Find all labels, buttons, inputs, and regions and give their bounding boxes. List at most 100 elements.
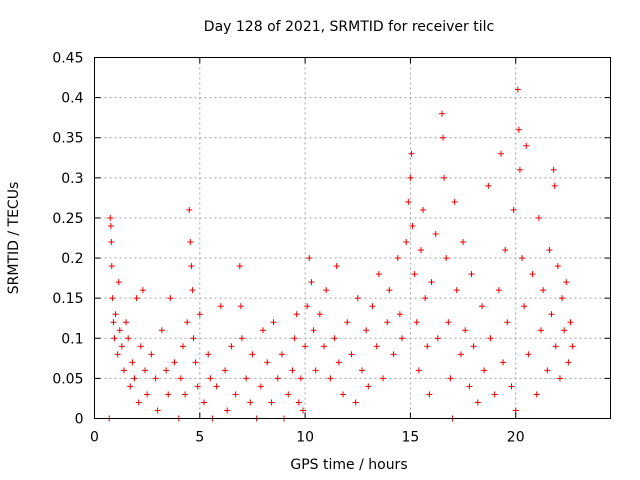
data-point <box>137 343 144 350</box>
data-point <box>519 255 526 262</box>
data-point <box>108 239 115 246</box>
y-tick-label: 0.2 <box>61 251 83 267</box>
data-point <box>123 319 130 326</box>
data-point <box>310 327 317 334</box>
data-point <box>567 319 574 326</box>
data-point <box>237 303 244 310</box>
data-point <box>228 343 235 350</box>
data-point <box>182 391 189 398</box>
data-point <box>232 391 239 398</box>
data-point <box>462 327 469 334</box>
data-point <box>302 343 309 350</box>
data-point <box>194 383 201 390</box>
y-axis-label: SRMTID / TECUs <box>6 182 22 295</box>
chart-title: Day 128 of 2021, SRMTID for receiver til… <box>204 19 494 35</box>
data-point <box>426 391 433 398</box>
data-point <box>529 271 536 278</box>
data-point <box>152 375 159 382</box>
x-tick-label: 10 <box>296 430 314 446</box>
plot-frame <box>94 57 611 419</box>
data-point <box>521 303 528 310</box>
data-point <box>316 311 323 318</box>
data-point <box>192 359 199 366</box>
axis-ticks <box>94 57 611 419</box>
data-point <box>491 391 498 398</box>
data-point <box>369 303 376 310</box>
x-tick-label: 20 <box>507 430 525 446</box>
data-point <box>443 255 450 262</box>
data-point <box>440 134 447 141</box>
data-point <box>300 407 307 414</box>
data-point <box>133 295 140 302</box>
x-tick-labels: 0 5 10 15 20 <box>90 430 525 446</box>
data-point <box>447 375 454 382</box>
data-point <box>413 319 420 326</box>
data-point <box>510 206 517 213</box>
data-point <box>439 110 446 117</box>
data-point <box>409 222 416 229</box>
data-point <box>268 399 275 406</box>
data-point <box>460 239 467 246</box>
data-point <box>257 383 264 390</box>
data-point <box>523 142 530 149</box>
data-point <box>502 247 509 254</box>
y-tick-label: 0.25 <box>52 211 83 227</box>
x-tick-label: 5 <box>195 430 204 446</box>
data-point <box>184 319 191 326</box>
data-point <box>154 407 161 414</box>
y-tick-label: 0.45 <box>52 51 83 67</box>
data-point <box>537 327 544 334</box>
data-point <box>550 166 557 173</box>
data-point <box>375 271 382 278</box>
data-point <box>205 351 212 358</box>
data-point <box>285 391 292 398</box>
data-point <box>111 335 118 342</box>
data-point <box>224 407 231 414</box>
data-point <box>165 391 172 398</box>
data-point <box>340 391 347 398</box>
y-tick-label: 0.05 <box>52 371 83 387</box>
data-point <box>293 311 300 318</box>
data-point <box>363 327 370 334</box>
data-point <box>354 295 361 302</box>
data-point <box>264 359 271 366</box>
data-point <box>163 367 170 374</box>
data-point <box>405 198 412 205</box>
data-point <box>295 399 302 406</box>
data-point <box>358 367 365 374</box>
data-point <box>373 343 380 350</box>
data-point <box>516 166 523 173</box>
data-point <box>148 351 155 358</box>
data-point <box>201 399 208 406</box>
data-point <box>144 391 151 398</box>
data-point <box>556 375 563 382</box>
data-point <box>352 399 359 406</box>
data-point <box>179 343 186 350</box>
data-point <box>512 407 519 414</box>
data-point <box>331 335 338 342</box>
data-point <box>186 206 193 213</box>
data-point <box>504 319 511 326</box>
data-point <box>380 375 387 382</box>
data-point <box>217 303 224 310</box>
data-point <box>422 295 429 302</box>
data-point <box>474 399 481 406</box>
data-point <box>396 311 403 318</box>
data-point <box>278 351 285 358</box>
data-point <box>424 343 431 350</box>
data-point <box>540 287 547 294</box>
data-point <box>115 279 122 286</box>
y-tick-labels: 0 0.05 0.1 0.15 0.2 0.25 0.3 0.35 0.4 0.45 <box>52 51 83 428</box>
x-tick-label: 0 <box>90 430 99 446</box>
data-point <box>508 383 515 390</box>
data-point <box>417 247 424 254</box>
data-point <box>551 182 558 189</box>
data-point <box>274 375 281 382</box>
data-point <box>384 319 391 326</box>
y-tick-label: 0 <box>75 412 84 428</box>
data-point <box>112 311 119 318</box>
data-point <box>196 311 203 318</box>
data-point <box>451 198 458 205</box>
data-point <box>515 126 522 133</box>
